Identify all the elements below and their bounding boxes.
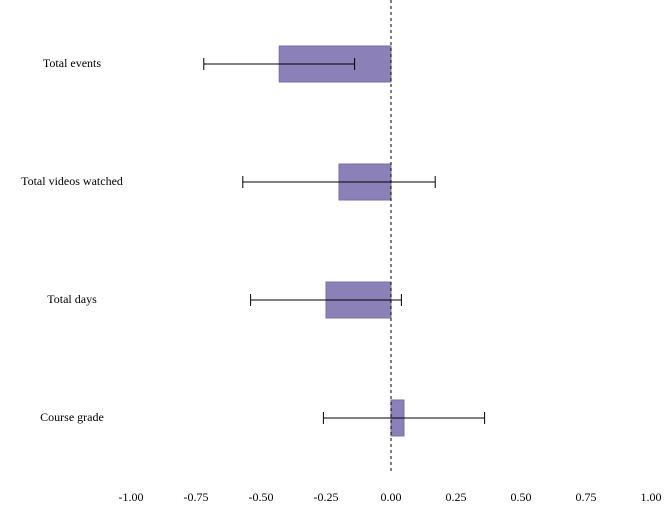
y-tick-label: Course grade [40, 410, 104, 424]
error-bar [322, 412, 486, 424]
x-tick-label: -1.00 [119, 490, 144, 504]
x-tick-label: -0.25 [314, 490, 339, 504]
y-tick-label: Total days [47, 292, 97, 306]
y-tick-label: Total videos watched [21, 174, 123, 188]
x-tick-label: -0.75 [184, 490, 209, 504]
error-bar [203, 58, 356, 70]
x-tick-label: -0.50 [249, 490, 274, 504]
x-tick-label: 1.00 [641, 490, 662, 504]
y-tick-label: Total events [43, 56, 101, 70]
x-tick-label: 0.75 [576, 490, 597, 504]
error-bar [242, 176, 436, 188]
x-tick-label: 0.25 [446, 490, 467, 504]
x-tick-label: 0.50 [511, 490, 532, 504]
error-bar [250, 294, 402, 306]
x-tick-label: 0.00 [381, 490, 402, 504]
